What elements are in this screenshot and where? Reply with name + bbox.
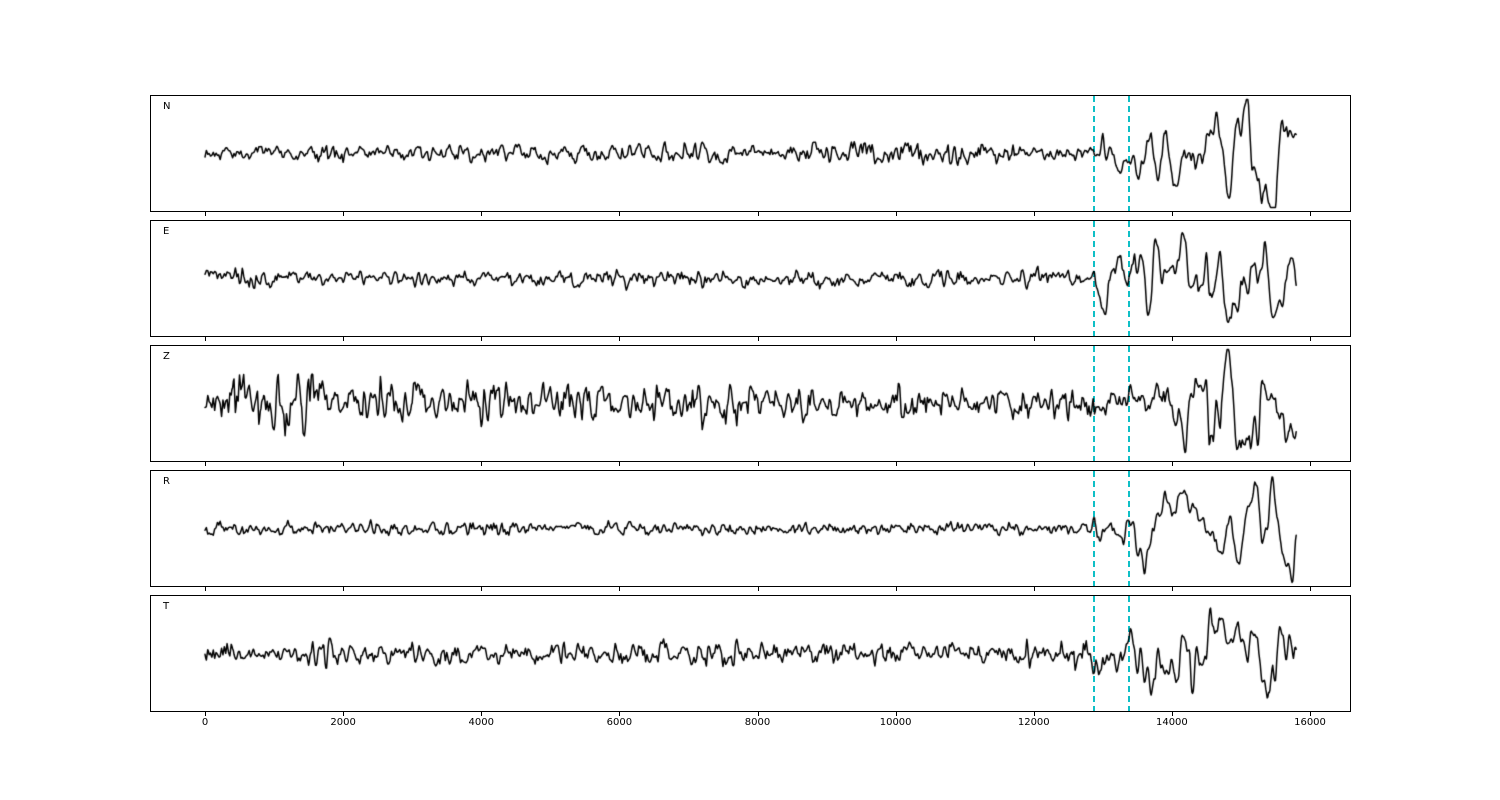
x-tick-mark <box>895 587 897 591</box>
x-tick-mark <box>343 337 345 341</box>
x-tick-mark <box>343 462 345 466</box>
x-tick-mark <box>895 462 897 466</box>
x-tick-mark <box>757 462 759 466</box>
x-tick-mark <box>1310 712 1311 716</box>
waveform-canvas-n <box>151 96 1350 211</box>
x-tick-mark <box>481 212 483 216</box>
channel-label-t: T <box>163 601 170 612</box>
x-tick-label: 0 <box>201 717 209 728</box>
x-tick-mark <box>343 712 345 716</box>
x-tick-mark <box>1033 337 1035 341</box>
x-tick-mark <box>205 712 206 716</box>
x-tick-mark <box>205 337 206 341</box>
x-tick-mark <box>1033 587 1035 591</box>
x-tick-mark <box>895 212 897 216</box>
x-tick-mark <box>1171 337 1173 341</box>
x-tick-mark <box>757 587 759 591</box>
channel-label-n: N <box>163 101 171 112</box>
waveform-canvas-r <box>151 471 1350 586</box>
x-tick-mark <box>205 587 206 591</box>
x-tick-mark <box>205 462 206 466</box>
waveform-canvas-z <box>151 346 1350 461</box>
waveform-canvas-e <box>151 221 1350 336</box>
x-tick-mark <box>757 212 759 216</box>
channel-label-e: E <box>163 226 170 237</box>
x-tick-mark <box>343 212 345 216</box>
x-tick-mark <box>1310 337 1311 341</box>
x-tick-mark <box>1171 462 1173 466</box>
x-tick-mark <box>205 212 206 216</box>
x-tick-mark <box>1033 462 1035 466</box>
x-tick-label: 10000 <box>879 717 912 728</box>
x-tick-mark <box>619 462 621 466</box>
subplot-channel-e: E <box>150 220 1351 337</box>
x-tick-mark <box>1310 587 1311 591</box>
x-tick-label: 14000 <box>1155 717 1188 728</box>
x-tick-label: 6000 <box>606 717 633 728</box>
x-tick-label: 16000 <box>1294 717 1326 728</box>
x-tick-mark <box>757 337 759 341</box>
x-tick-label: 2000 <box>330 717 356 728</box>
x-tick-mark <box>1171 212 1173 216</box>
waveform-canvas-t <box>151 596 1350 711</box>
channel-label-z: Z <box>163 351 170 362</box>
x-tick-mark <box>1171 712 1173 716</box>
x-tick-mark <box>1033 212 1035 216</box>
x-tick-label: 12000 <box>1017 717 1050 728</box>
x-tick-mark <box>481 712 483 716</box>
x-tick-mark <box>895 337 897 341</box>
x-tick-mark <box>619 587 621 591</box>
subplot-channel-r: R <box>150 470 1351 587</box>
x-tick-mark <box>1033 712 1035 716</box>
subplot-channel-t: T <box>150 595 1351 712</box>
x-tick-mark <box>1171 587 1173 591</box>
x-tick-label: 8000 <box>744 717 771 728</box>
x-tick-mark <box>481 462 483 466</box>
x-tick-mark <box>343 587 345 591</box>
x-tick-mark <box>895 712 897 716</box>
subplot-channel-n: N <box>150 95 1351 212</box>
x-tick-mark <box>481 337 483 341</box>
channel-label-r: R <box>163 476 170 487</box>
x-tick-label: 4000 <box>468 717 494 728</box>
x-tick-mark <box>619 212 621 216</box>
x-tick-mark <box>757 712 759 716</box>
x-tick-mark <box>619 337 621 341</box>
x-tick-mark <box>1310 212 1311 216</box>
x-tick-mark <box>1310 462 1311 466</box>
subplot-channel-z: Z <box>150 345 1351 462</box>
x-tick-mark <box>619 712 621 716</box>
x-tick-mark <box>481 587 483 591</box>
